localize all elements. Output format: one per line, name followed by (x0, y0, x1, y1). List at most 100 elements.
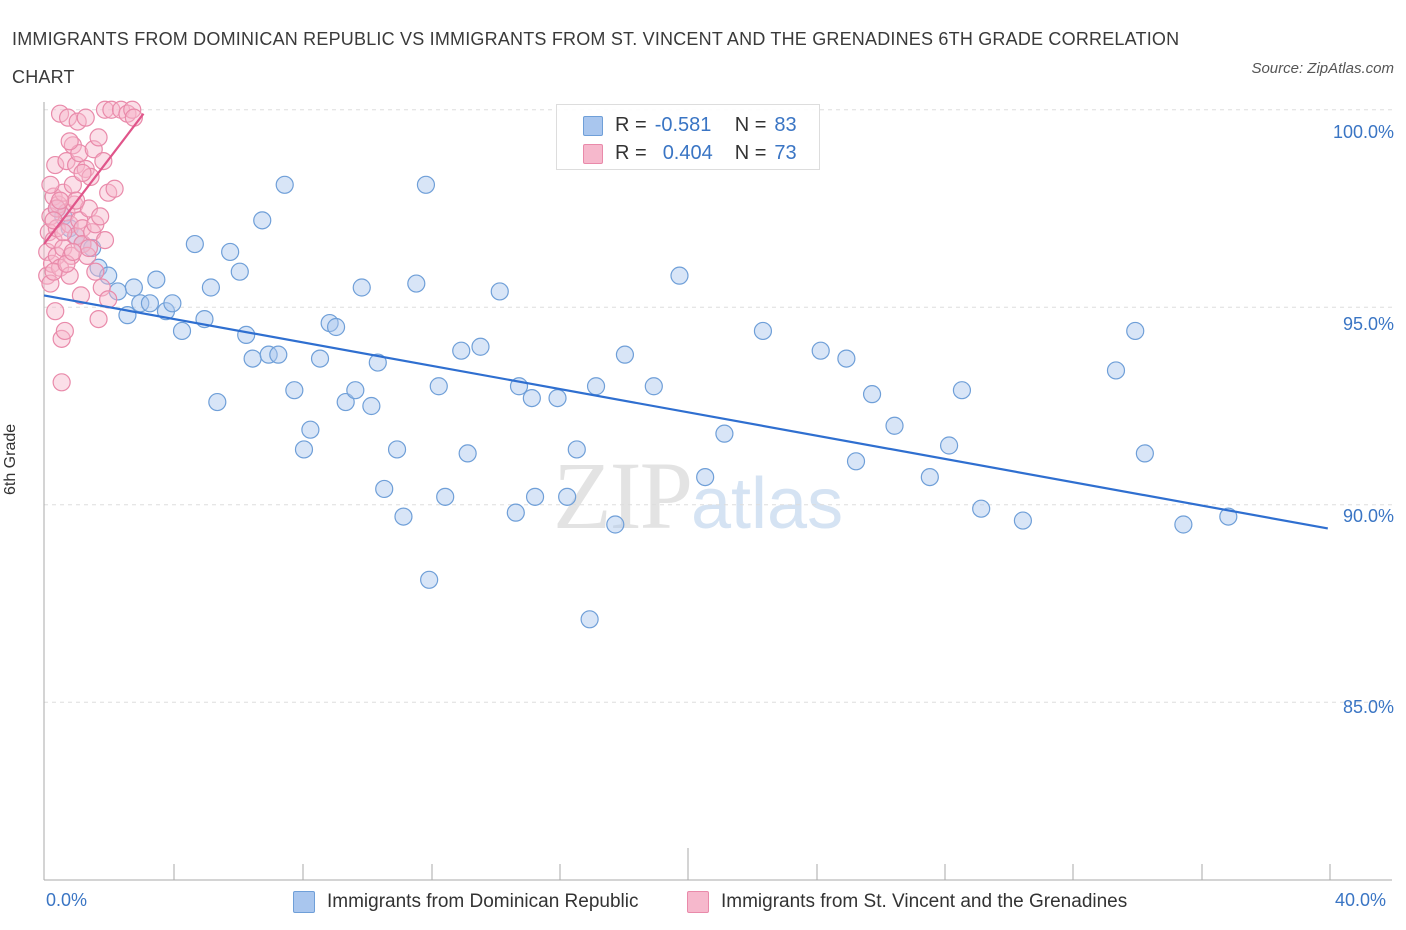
point-s0-47 (436, 487, 455, 506)
watermark-zip: ZIP (553, 442, 693, 549)
point-s0-40 (375, 479, 394, 499)
chart-title: IMMIGRANTS FROM DOMINICAN REPUBLIC VS IM… (12, 29, 1180, 87)
point-s0-62 (615, 345, 635, 364)
point-s0-79 (1126, 321, 1145, 341)
stats-row-dominican: R = -0.581 N = 83 (583, 110, 797, 140)
point-s0-81 (1174, 515, 1193, 534)
point-s1-51 (95, 100, 115, 119)
point-s1-61 (41, 175, 60, 194)
point-s0-23 (237, 325, 256, 344)
point-s0-55 (525, 487, 545, 506)
point-s0-20 (208, 392, 227, 412)
stats-legend: R = -0.581 N = 83 R = 0.404 N = 73 (556, 104, 820, 170)
point-s0-76 (972, 499, 991, 518)
source-label: Source: ZipAtlas.com (1251, 60, 1394, 77)
point-s0-38 (362, 396, 381, 416)
point-s0-65 (696, 468, 715, 487)
point-s0-59 (580, 610, 599, 629)
point-s0-44 (416, 175, 436, 194)
x-tick-label-max: 40.0% (1335, 890, 1387, 910)
point-s0-73 (920, 468, 939, 487)
n-value-dominican: 83 (774, 114, 797, 136)
point-s0-67 (753, 321, 773, 341)
point-s0-61 (606, 515, 625, 534)
y-tick-label-85: 85.0% (1342, 697, 1394, 717)
point-s0-54 (522, 389, 541, 408)
legend-label-dominican: Immigrants from Dominican Republic (327, 891, 639, 912)
point-s0-30 (294, 440, 314, 459)
point-s0-22 (230, 262, 249, 281)
point-s1-64 (54, 223, 73, 242)
point-s0-21 (221, 242, 240, 262)
point-s0-64 (670, 266, 689, 285)
point-s0-26 (259, 345, 278, 364)
point-s1-19 (55, 321, 74, 341)
legend-swatch-stvincent-bottom (687, 891, 709, 913)
y-tick-label-95: 95.0% (1342, 314, 1394, 334)
point-s0-25 (253, 211, 272, 230)
n-value-stvincent: 73 (774, 142, 797, 164)
point-s0-31 (301, 420, 320, 439)
point-s0-49 (458, 444, 477, 463)
point-s1-37 (76, 108, 95, 127)
point-s0-39 (368, 353, 387, 372)
trend-line-1 (43, 113, 145, 245)
y-tick-label-100: 100.0% (1332, 122, 1394, 142)
point-s0-56 (548, 389, 567, 408)
point-s0-75 (952, 381, 972, 400)
x-tick-label-min: 0.0% (46, 890, 88, 910)
point-s0-45 (420, 570, 439, 589)
point-s0-37 (352, 278, 371, 297)
point-s1-49 (92, 278, 111, 297)
point-s0-77 (1013, 511, 1033, 530)
point-s0-42 (394, 507, 413, 526)
point-s1-9 (46, 302, 65, 321)
legend-item-dominican: Immigrants from Dominican Republic (293, 888, 639, 916)
point-s1-56 (105, 179, 124, 198)
point-s1-70 (50, 191, 70, 210)
trend-line-0 (43, 294, 1329, 530)
point-s1-52 (95, 231, 115, 250)
point-s0-74 (939, 436, 959, 455)
point-s0-17 (185, 234, 204, 254)
point-s0-68 (811, 341, 830, 360)
point-s1-47 (89, 310, 108, 329)
point-s0-15 (163, 294, 182, 313)
stats-row-stvincent: R = 0.404 N = 73 (583, 138, 797, 168)
legend-swatch-dominican-bottom (293, 891, 315, 913)
point-s1-66 (60, 132, 79, 151)
point-s0-50 (471, 337, 490, 356)
point-s0-13 (147, 270, 166, 289)
point-s1-22 (58, 108, 78, 127)
point-s0-48 (452, 341, 471, 360)
point-s0-34 (326, 317, 346, 337)
r-value-dominican: -0.581 (654, 114, 712, 136)
point-s0-28 (275, 175, 294, 194)
point-s0-57 (558, 487, 577, 506)
point-s1-43 (84, 140, 103, 159)
legend-swatch-dominican (583, 116, 603, 136)
point-s1-71 (63, 242, 82, 262)
point-s0-12 (140, 294, 160, 313)
point-s1-72 (44, 211, 63, 230)
point-s1-45 (86, 262, 105, 281)
point-s1-8 (46, 155, 65, 175)
legend-label-stvincent: Immigrants from St. Vincent and the Gren… (721, 891, 1128, 912)
point-s0-36 (346, 381, 365, 400)
point-s1-34 (71, 286, 91, 305)
legend-swatch-stvincent (583, 144, 603, 164)
point-s0-29 (285, 381, 304, 400)
y-tick-label-90: 90.0% (1342, 506, 1394, 526)
point-s0-46 (429, 377, 448, 396)
point-s1-33 (70, 144, 89, 163)
r-value-stvincent: 0.404 (662, 142, 713, 164)
point-s0-58 (567, 440, 586, 459)
point-s0-41 (387, 440, 407, 459)
point-s0-66 (715, 424, 734, 443)
point-s0-10 (124, 278, 143, 297)
point-s0-78 (1106, 361, 1126, 380)
point-s0-63 (644, 377, 663, 396)
point-s0-43 (407, 274, 426, 293)
watermark: ZIPatlas (553, 440, 843, 551)
